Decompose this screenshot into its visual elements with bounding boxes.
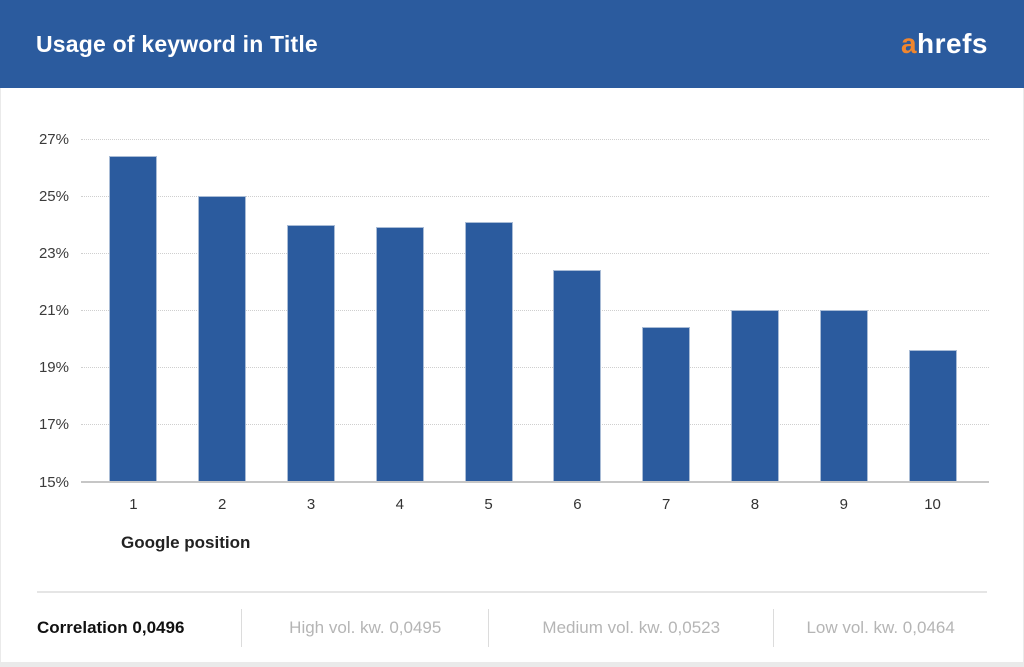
gridline-25: 25% bbox=[39, 188, 989, 205]
gridline-27: 27% bbox=[39, 131, 989, 148]
y-axis-tick-label: 27% bbox=[38, 131, 69, 148]
x-tick-label-5: 5 bbox=[484, 496, 493, 513]
bar-chart-plot-area: 15% 17% 19% 21% 23% 25% 27% bbox=[39, 131, 989, 491]
bar-position-7 bbox=[642, 327, 691, 481]
bar-position-6 bbox=[553, 270, 602, 481]
gridline-21: 21% bbox=[39, 302, 989, 319]
bar-slot-position-1 bbox=[89, 139, 178, 481]
ahrefs-logo-rest: hrefs bbox=[917, 28, 988, 59]
x-tick-label-7: 7 bbox=[662, 496, 671, 513]
page-title: Usage of keyword in Title bbox=[36, 30, 318, 57]
bar-position-1 bbox=[109, 156, 158, 481]
bar-position-9 bbox=[819, 310, 868, 481]
x-axis-title: Google position bbox=[121, 533, 251, 552]
ahrefs-logo-a: a bbox=[900, 28, 918, 59]
bar-slot-position-8 bbox=[711, 139, 800, 481]
bar-slot-position-10 bbox=[888, 139, 977, 481]
y-axis-tick-label: 25% bbox=[38, 188, 69, 205]
correlation-value: Correlation 0,0496 bbox=[37, 617, 185, 637]
header-bar: Usage of keyword in Title ahrefs bbox=[0, 0, 1024, 88]
chart-content: 15% 17% 19% 21% 23% 25% 27% 1 2 3 4 5 6 7 8 9 10 Google… bbox=[0, 88, 1024, 667]
x-tick-label-3: 3 bbox=[306, 496, 316, 513]
bar-position-8 bbox=[730, 310, 779, 481]
ahrefs-logo: ahrefs bbox=[901, 28, 988, 60]
bar-slot-position-6 bbox=[533, 139, 622, 481]
bar-slot-position-2 bbox=[178, 139, 267, 481]
gridline-23: 23% bbox=[39, 245, 989, 262]
bar-slot-position-5 bbox=[444, 139, 533, 481]
x-tick-label-2: 2 bbox=[218, 496, 227, 513]
x-axis-baseline: 15% bbox=[39, 474, 989, 491]
y-axis-tick-label: 17% bbox=[38, 416, 69, 433]
bar-position-10 bbox=[908, 349, 957, 481]
y-axis-tick-label: 19% bbox=[38, 359, 69, 376]
medium-volume-keyword-correlation: Medium vol. kw. 0,0523 bbox=[488, 608, 773, 647]
footer-stats-bar: Correlation 0,0496 High vol. kw. 0,0495 … bbox=[37, 591, 987, 662]
bottom-edge-strip bbox=[1, 662, 1023, 667]
x-tick-label-8: 8 bbox=[750, 496, 760, 513]
y-axis-tick-label: 15% bbox=[38, 474, 69, 491]
x-tick-label-1: 1 bbox=[129, 496, 138, 513]
low-volume-keyword-correlation: Low vol. kw. 0,0464 bbox=[773, 608, 987, 647]
bar-slot-position-4 bbox=[355, 139, 444, 481]
bar-position-2 bbox=[198, 196, 247, 481]
x-tick-label-9: 9 bbox=[839, 496, 848, 513]
y-axis-tick-label: 23% bbox=[38, 245, 69, 262]
x-tick-label-6: 6 bbox=[573, 496, 582, 513]
bar-slot-position-9 bbox=[799, 139, 888, 481]
high-volume-keyword-correlation: High vol. kw. 0,0495 bbox=[241, 608, 488, 647]
bar-position-3 bbox=[286, 224, 335, 481]
gridline-19: 19% bbox=[39, 359, 989, 376]
bar-slot-position-7 bbox=[622, 139, 711, 481]
y-axis-tick-label: 21% bbox=[38, 302, 69, 319]
x-tick-label-4: 4 bbox=[395, 496, 404, 513]
bar-position-4 bbox=[375, 227, 424, 481]
bar-position-5 bbox=[464, 221, 513, 481]
bars-area bbox=[89, 139, 977, 481]
x-axis-tick-labels: 1 2 3 4 5 6 7 8 9 10 bbox=[89, 496, 977, 513]
bar-slot-position-3 bbox=[267, 139, 356, 481]
gridline-17: 17% bbox=[39, 416, 989, 433]
x-tick-label-10: 10 bbox=[924, 496, 941, 513]
